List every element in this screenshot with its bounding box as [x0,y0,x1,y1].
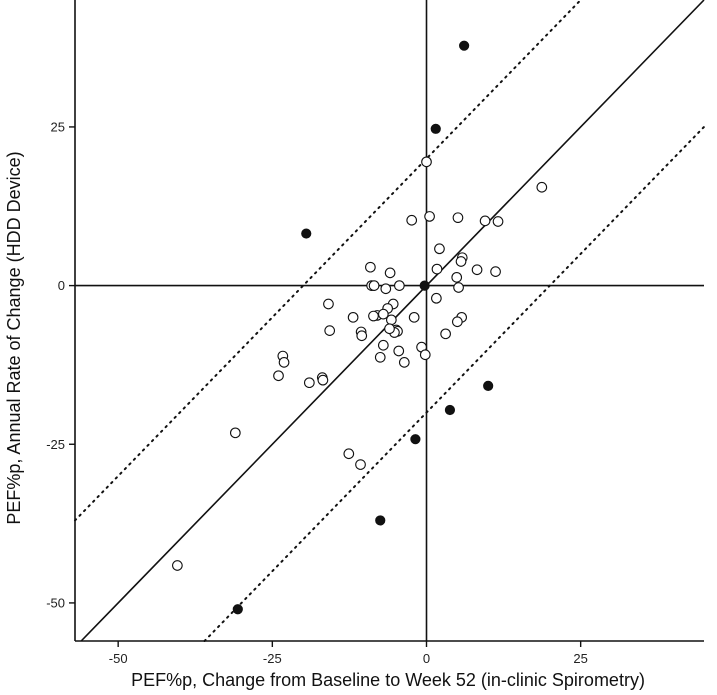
filled-point [301,228,312,239]
open-point [374,351,386,363]
filled-point [430,123,441,134]
open-point [440,328,451,340]
open-point [451,271,463,283]
x-tick-label: 0 [423,651,430,666]
open-point [229,427,241,439]
open-point [365,261,376,273]
open-point [492,216,504,227]
open-point [451,316,463,328]
open-point [453,282,464,293]
open-point [471,264,483,276]
open-point [479,215,491,227]
open-point [303,377,315,389]
open-point [324,325,336,337]
y-tick-label: 0 [58,278,65,293]
open-point [323,298,334,310]
open-point [386,314,397,326]
open-point [406,214,418,226]
open-point [424,211,435,222]
open-point [536,181,548,193]
open-point [368,310,379,322]
filled-point [483,380,494,391]
open-point [343,448,355,460]
filled-point [459,40,470,51]
open-point [356,330,368,342]
open-point [377,339,389,351]
open-point [384,323,395,335]
filled-point [375,515,386,526]
open-point [452,212,464,224]
x-axis-ticks: -50 -25 0 25 [109,641,588,666]
open-point [431,263,443,275]
x-tick-label: 25 [573,651,587,666]
y-tick-label: -25 [46,437,65,452]
open-point [398,357,410,368]
open-point [419,349,431,361]
data-points [172,40,548,615]
open-point [431,292,442,304]
plot-area [74,0,704,642]
open-point [408,311,420,323]
ref-line-upper-limit [74,0,582,522]
y-tick-label: -50 [46,595,65,610]
open-point [172,560,183,571]
open-point [347,311,359,323]
filled-point [444,404,456,416]
open-point [393,345,405,357]
y-axis-ticks: -50 -25 0 25 [46,119,75,610]
open-point [273,370,284,382]
y-axis-title: PEF%p, Annual Rate of Change (HDD Device… [4,151,24,524]
open-point [278,357,290,368]
open-point [455,256,467,267]
open-point [394,280,405,291]
open-point [490,266,501,277]
y-tick-label: 25 [51,119,65,134]
open-point [355,459,366,470]
open-point [434,243,445,255]
open-point [384,267,396,279]
open-point [421,156,432,168]
x-tick-label: -25 [263,651,282,666]
filled-point [232,604,243,615]
x-axis-title: PEF%p, Change from Baseline to Week 52 (… [131,670,645,690]
filled-point [410,434,421,445]
open-point [368,280,380,291]
ref-line-lower-limit [203,125,705,642]
open-point [317,374,329,386]
filled-point [419,280,430,291]
x-tick-label: -50 [109,651,128,666]
open-point [380,283,392,295]
open-point [377,308,389,320]
